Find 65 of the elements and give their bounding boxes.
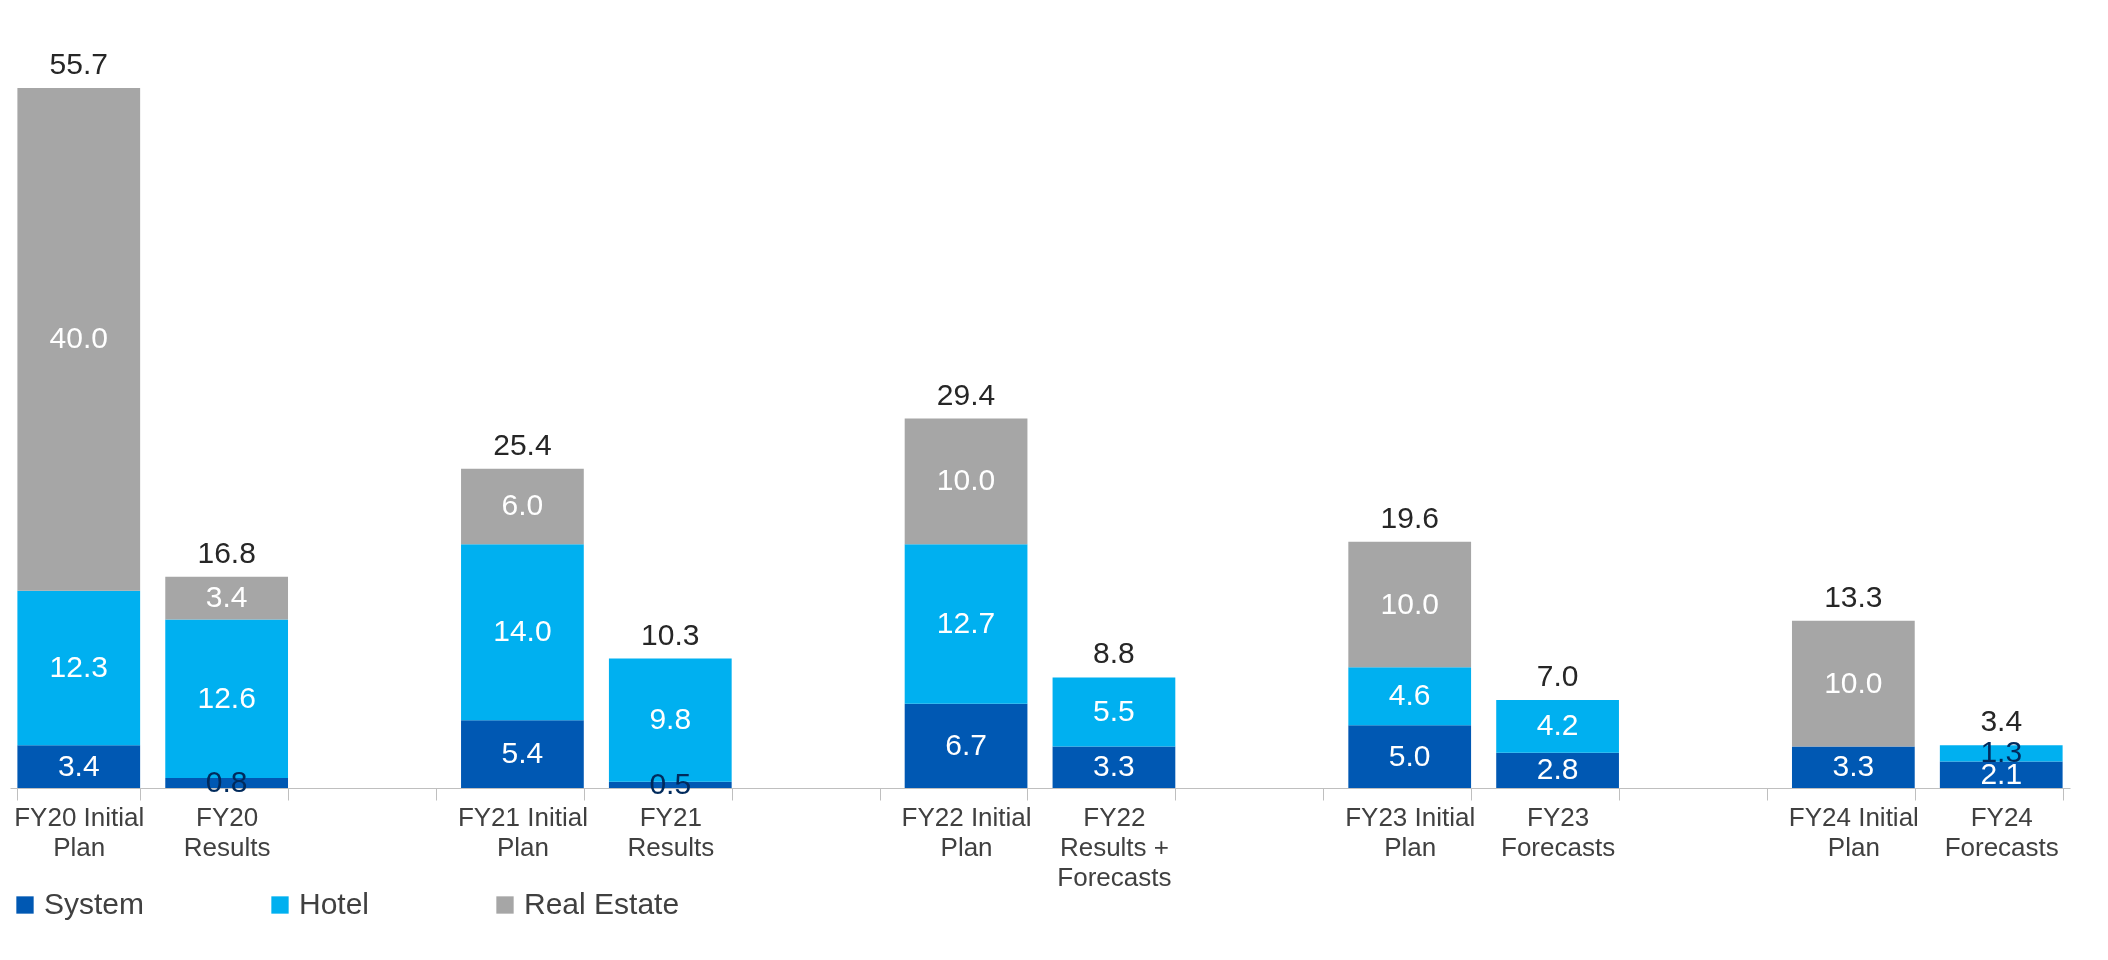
total-label: 10.3 [641,617,700,651]
bar [1791,620,1915,747]
x-tick-label: FY21 Initial Plan [457,801,588,862]
bar [1496,752,1619,788]
x-tick-label: FY22 Initial Plan [901,801,1032,862]
total-label: 19.6 [1380,500,1439,534]
total-label: 13.3 [1824,579,1883,613]
x-tick-label: FY23 Initial Plan [1345,801,1476,862]
bar [904,544,1028,704]
data-label: 3.3 [1093,749,1135,783]
x-tick-label: FY22 Results + Forecasts [1057,801,1172,892]
data-label: 3.4 [57,748,100,782]
bar [904,418,1028,545]
data-label: 9.8 [649,702,692,736]
total-label: 29.4 [936,377,996,411]
data-label: 3.4 [205,580,248,614]
bar [17,88,141,591]
legend-label: System [44,887,145,920]
data-label: 12.7 [936,606,996,639]
legend-label: Real Estate [524,887,680,920]
total-label: 25.4 [493,427,552,461]
x-tick-label: FY21 Results [627,801,715,862]
x-tick-label: FY24 Forecasts [1944,801,2059,862]
x-tick-label: FY23 Forecasts [1501,801,1616,862]
data-label: 14.0 [493,614,552,648]
bar [904,703,1028,788]
total-label: 55.7 [49,47,108,80]
data-label: 10.0 [936,463,996,497]
total-label: 7.0 [1536,659,1579,693]
x-tick-label: FY20 Initial Plan [14,801,145,862]
data-label: 2.8 [1536,752,1579,786]
total-label: 3.4 [1980,704,2023,738]
data-label: 5.5 [1093,693,1135,727]
x-tick-label: FY20 Results [183,801,271,862]
data-label: 3.3 [1832,749,1875,783]
data-label: 40.0 [49,321,108,355]
bar [165,576,289,620]
total-label: 8.8 [1093,636,1135,670]
bar [17,590,141,746]
data-label: 10.0 [1824,665,1883,699]
bar [1052,677,1176,747]
bar [1939,761,2063,788]
bar [461,544,584,721]
data-label: 10.0 [1380,586,1439,620]
data-label: 5.4 [501,736,544,770]
bar [1348,667,1472,726]
bar [1348,725,1472,788]
bar [1348,541,1472,668]
data-label: 6.7 [945,727,987,761]
total-label: 16.8 [197,535,256,569]
data-label: 4.2 [1536,708,1579,742]
legend-label: Hotel [299,887,370,920]
data-label: 0.5 [649,766,692,800]
data-label: 12.3 [49,649,108,683]
data-label: 5.0 [1388,738,1431,772]
bar [1791,746,1915,788]
bar [461,468,584,545]
data-label: 12.6 [197,680,256,714]
bar [1496,700,1619,753]
bar [17,745,141,788]
data-label: 4.6 [1388,678,1431,712]
bar [461,720,584,788]
x-tick-label: FY24 Initial Plan [1788,801,1919,862]
bar [1052,746,1176,788]
data-label: 6.0 [501,488,544,522]
